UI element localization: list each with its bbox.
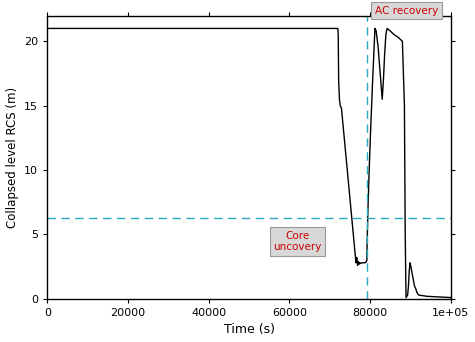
- Text: Core
uncovery: Core uncovery: [273, 231, 322, 252]
- Y-axis label: Collapsed level RCS (m): Collapsed level RCS (m): [6, 87, 19, 228]
- Text: AC recovery: AC recovery: [375, 5, 438, 15]
- X-axis label: Time (s): Time (s): [224, 324, 275, 337]
